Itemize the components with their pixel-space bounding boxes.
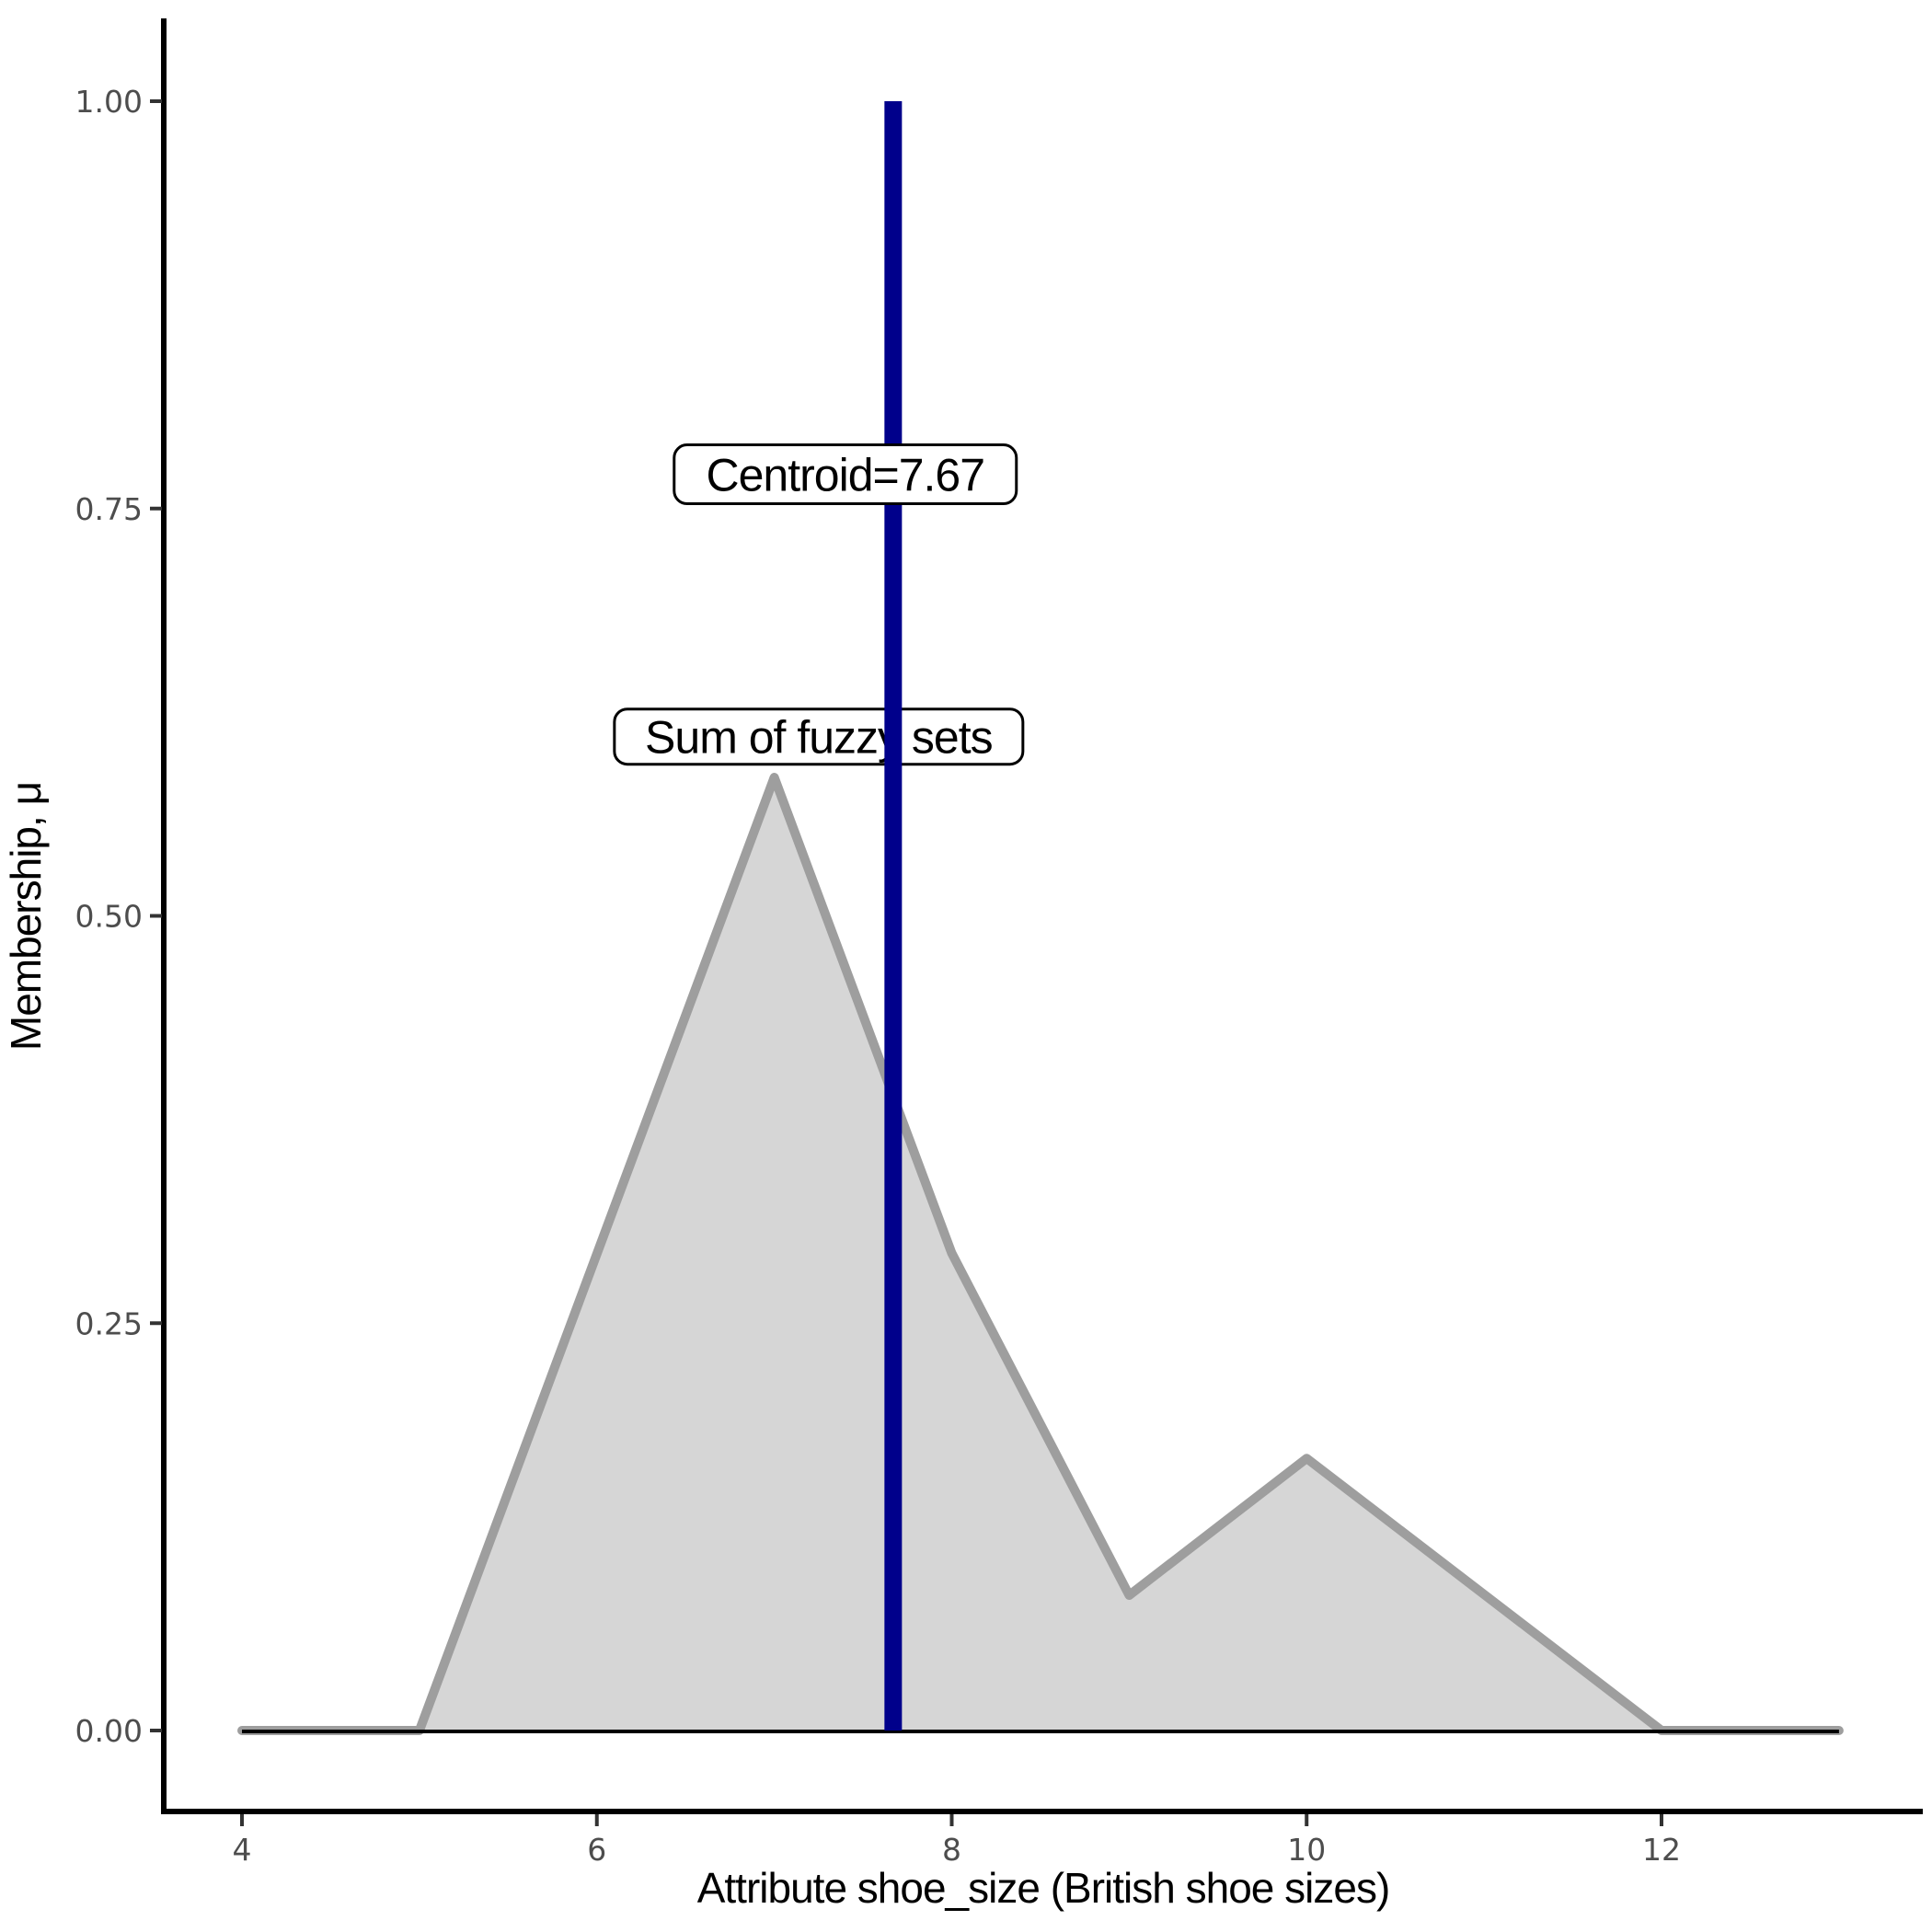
y-axis-tick-labels: 0.00 0.25 0.50 0.75 1.00 <box>75 84 143 1749</box>
x-tick-label: 8 <box>942 1832 961 1868</box>
x-axis-ticks <box>240 1814 1663 1826</box>
x-tick-label: 4 <box>233 1832 252 1868</box>
x-tick-label: 10 <box>1287 1832 1326 1868</box>
y-axis-ticks <box>150 99 162 1732</box>
y-tick-label: 0.75 <box>75 491 143 527</box>
y-axis-title: Membership, μ <box>2 782 50 1051</box>
sum-curve-outline <box>237 773 1844 1735</box>
sum-label-box <box>613 707 1025 766</box>
sum-area-fill <box>242 777 1839 1731</box>
y-tick-label: 1.00 <box>75 84 143 120</box>
y-tick-label: 0.50 <box>75 899 143 935</box>
x-tick-label: 12 <box>1642 1832 1681 1868</box>
y-tick-label: 0.00 <box>75 1713 143 1749</box>
centroid-label-text: Centroid=7.67 <box>707 450 985 501</box>
y-tick-label: 0.25 <box>75 1305 143 1341</box>
sum-label: Sum of fuzzy sets <box>613 707 1025 766</box>
sum-label-text: Sum of fuzzy sets <box>645 712 993 764</box>
centroid-label-box <box>673 443 1018 506</box>
x-tick-label: 6 <box>587 1832 606 1868</box>
x-axis-title: Attribute shoe_size (British shoe sizes) <box>697 1864 1390 1912</box>
x-axis-tick-labels: 4 6 8 10 12 <box>233 1832 1682 1868</box>
centroid-label: Centroid=7.67 <box>673 443 1018 506</box>
